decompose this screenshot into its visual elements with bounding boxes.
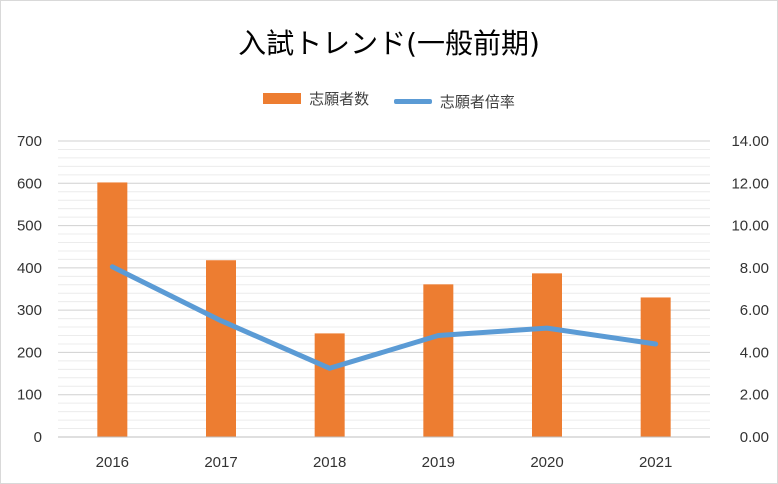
- line-point-2019: [436, 334, 440, 338]
- y-right-tick-label: 2.00: [740, 387, 769, 404]
- bar-2016: [97, 182, 128, 437]
- y-right-tick-label: 8.00: [740, 260, 769, 277]
- line-point-2016: [110, 265, 114, 269]
- y-right-tick-label: 10.00: [731, 218, 769, 235]
- y-left-tick-label: 700: [17, 133, 42, 150]
- legend-swatch-line: [393, 99, 432, 104]
- line-point-2020: [545, 326, 549, 330]
- line-point-2018: [328, 366, 332, 370]
- bar-2017: [206, 260, 236, 437]
- y-left-tick-label: 400: [17, 260, 42, 277]
- legend-label-applicants: 志願者数: [309, 90, 370, 108]
- line-point-2017: [219, 319, 223, 323]
- x-tick-label: 2017: [204, 454, 237, 471]
- legend-item-ratio: 志願者倍率: [393, 91, 515, 112]
- x-tick-label: 2019: [422, 454, 455, 471]
- y-right-tick-label: 4.00: [740, 344, 769, 361]
- x-tick-label: 2018: [313, 454, 346, 471]
- y-right-tick-label: 0.00: [740, 429, 769, 446]
- y-left-tick-label: 600: [17, 175, 42, 192]
- legend-swatch-bar: [263, 93, 302, 104]
- y-left-tick-label: 200: [17, 344, 42, 361]
- chart-legend: 志願者数 志願者倍率: [0, 88, 778, 112]
- x-tick-label: 2021: [639, 454, 672, 471]
- chart-title: 入試トレンド(一般前期): [238, 27, 540, 60]
- y-right-tick-label: 14.00: [731, 133, 769, 150]
- y-left-tick-label: 500: [17, 218, 42, 235]
- legend-item-applicants: 志願者数: [263, 88, 369, 109]
- bar-2021: [640, 297, 671, 437]
- bar-2018: [314, 333, 345, 437]
- bar-2019: [423, 284, 454, 437]
- line-series-ratio: [109, 264, 659, 371]
- x-tick-label: 2020: [530, 454, 563, 471]
- x-tick-label: 2016: [96, 454, 129, 471]
- y-left-tick-label: 100: [17, 387, 42, 404]
- y-right-tick-label: 12.00: [731, 175, 769, 192]
- y-left-tick-label: 0: [34, 429, 42, 446]
- y-left-tick-label: 300: [17, 302, 42, 319]
- bar-2020: [532, 273, 562, 437]
- line-point-2021: [654, 342, 658, 346]
- y-right-tick-label: 6.00: [740, 302, 769, 319]
- legend-label-ratio: 志願者倍率: [439, 93, 515, 111]
